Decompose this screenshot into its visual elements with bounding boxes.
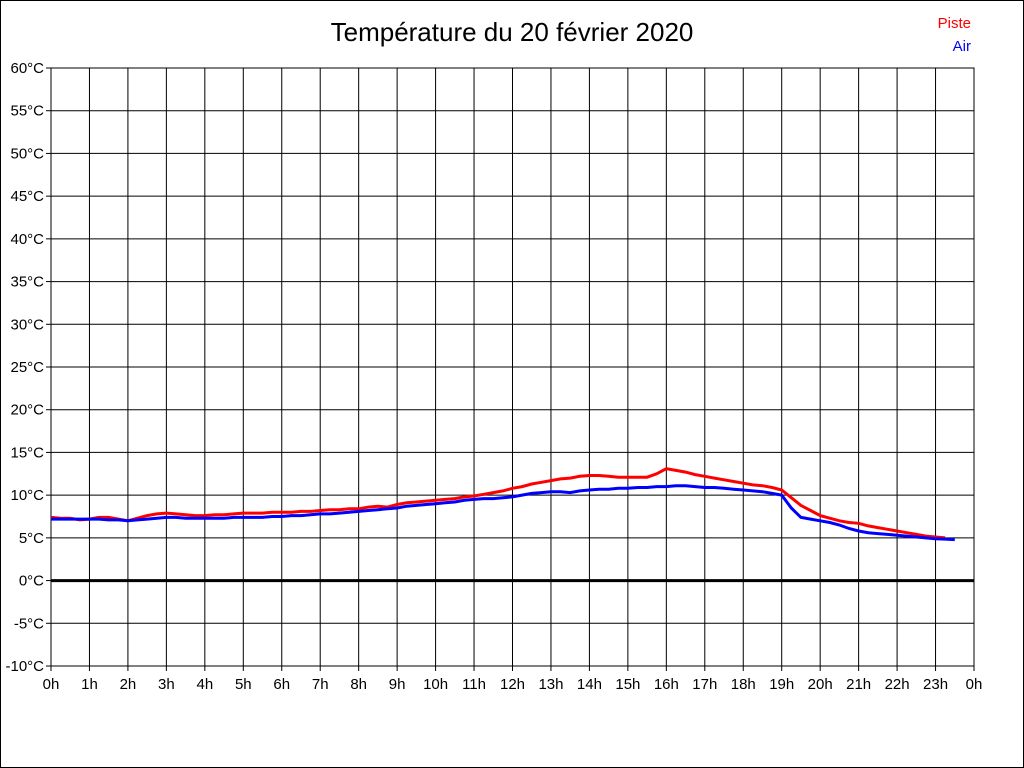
x-axis-tick-label: 7h: [312, 676, 329, 693]
x-axis-tick-label: 19h: [769, 676, 794, 693]
legend-item-air: Air: [952, 38, 971, 55]
legend: Piste Air: [938, 12, 971, 58]
y-axis-tick-label: 45°C: [10, 188, 44, 205]
legend-item-piste: Piste: [937, 15, 971, 32]
x-axis-tick-label: 18h: [731, 676, 756, 693]
y-axis-tick-label: 60°C: [10, 60, 44, 77]
y-axis-tick-label: -5°C: [14, 615, 44, 632]
y-axis-tick-label: 0°C: [19, 573, 44, 590]
x-axis-tick-label: 9h: [389, 676, 406, 693]
x-axis-tick-label: 20h: [808, 676, 833, 693]
y-axis-tick-label: -10°C: [5, 658, 44, 675]
x-axis-tick-label: 16h: [654, 676, 679, 693]
x-axis-tick-label: 5h: [235, 676, 252, 693]
x-axis-tick-label: 12h: [500, 676, 525, 693]
x-axis-tick-label: 22h: [885, 676, 910, 693]
x-axis-tick-label: 0h: [966, 676, 983, 693]
x-axis-tick-label: 3h: [158, 676, 175, 693]
x-axis-tick-label: 8h: [350, 676, 367, 693]
y-axis-tick-label: 15°C: [10, 444, 44, 461]
x-axis-tick-label: 13h: [538, 676, 563, 693]
x-axis-tick-label: 1h: [81, 676, 98, 693]
y-axis-tick-label: 25°C: [10, 359, 44, 376]
x-axis-tick-label: 0h: [43, 676, 60, 693]
x-axis-tick-label: 4h: [196, 676, 213, 693]
x-axis-tick-label: 21h: [846, 676, 871, 693]
y-axis-tick-label: 10°C: [10, 487, 44, 504]
y-axis-tick-label: 40°C: [10, 231, 44, 248]
y-axis-tick-label: 35°C: [10, 274, 44, 291]
y-axis-tick-label: 55°C: [10, 103, 44, 120]
x-axis-tick-label: 17h: [692, 676, 717, 693]
x-axis-tick-label: 14h: [577, 676, 602, 693]
y-axis-tick-label: 30°C: [10, 316, 44, 333]
x-axis-tick-label: 2h: [120, 676, 137, 693]
y-axis-tick-label: 50°C: [10, 145, 44, 162]
x-axis-tick-label: 15h: [615, 676, 640, 693]
series-line-air: [51, 484, 955, 542]
plot-border: [50, 67, 975, 667]
y-axis-tick-label: 20°C: [10, 402, 44, 419]
x-axis-tick-label: 23h: [923, 676, 948, 693]
x-axis-tick-label: 11h: [462, 676, 486, 693]
y-axis-tick-label: 5°C: [19, 530, 44, 547]
chart-title: Température du 20 février 2020: [330, 17, 694, 47]
x-axis-tick-label: 10h: [423, 676, 448, 693]
x-axis-tick-label: 6h: [273, 676, 290, 693]
series-line-piste: [50, 467, 946, 540]
